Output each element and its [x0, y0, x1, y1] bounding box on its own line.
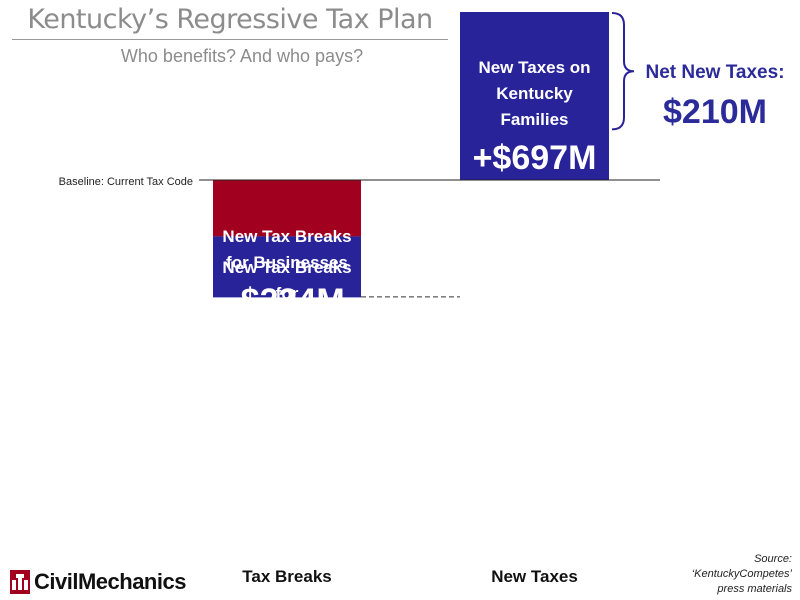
civilmechanics-logo: CivilMechanics — [10, 567, 186, 597]
bar-label-line: New Tax Breaks — [222, 258, 352, 278]
bar-family-tax-breaks — [213, 236, 361, 298]
data-label: -$234M — [229, 282, 345, 320]
net-new-taxes-brace — [611, 12, 635, 131]
chart-title: Kentucky’s Regressive Tax Plan — [12, 4, 448, 40]
bar-label-line: for Businesses — [226, 253, 348, 272]
x-tick-label: New Taxes — [491, 567, 578, 586]
data-label: -$253M — [229, 365, 345, 404]
x-tick-label: Tax Breaks — [242, 567, 332, 586]
net-new-taxes-label: Net New Taxes: — [645, 62, 785, 83]
chart-subtitle: Who benefits? And who pays? — [120, 46, 364, 66]
bar-label-line: New Tax Breaks — [222, 227, 352, 246]
data-label: +$697M — [472, 139, 597, 177]
business-tax-breaks-text: New Tax Breaks for Businesses -$234M — [213, 224, 361, 322]
baseline-label: Baseline: Current Tax Code — [58, 176, 193, 188]
source-line: Source: — [754, 553, 792, 565]
bar-label-line: Families — [252, 336, 322, 356]
bar-label-line: Kentucky — [496, 84, 573, 103]
net-new-taxes-value: $210M — [663, 93, 767, 131]
source-note: Source: ‘KentuckyCompetes’ press materia… — [640, 552, 792, 597]
family-tax-breaks-text: New Tax Breaks for Kentucky Families -$2… — [213, 255, 361, 405]
bar-new-taxes — [460, 12, 609, 180]
bar-label-line: New Taxes on — [478, 58, 591, 77]
source-line: ‘KentuckyCompetes’ — [691, 568, 792, 580]
bar-label-line: Families — [500, 110, 569, 129]
new-taxes-text: New Taxes on Kentucky Families +$697M — [460, 55, 609, 179]
bar-business-tax-breaks — [213, 180, 361, 237]
source-line: press materials — [717, 583, 792, 595]
logo-text: CivilMechanics — [34, 569, 186, 594]
civilmechanics-logo-icon — [10, 570, 30, 594]
bar-label-line: Kentucky — [248, 310, 326, 330]
bar-label-line: for — [275, 284, 299, 304]
